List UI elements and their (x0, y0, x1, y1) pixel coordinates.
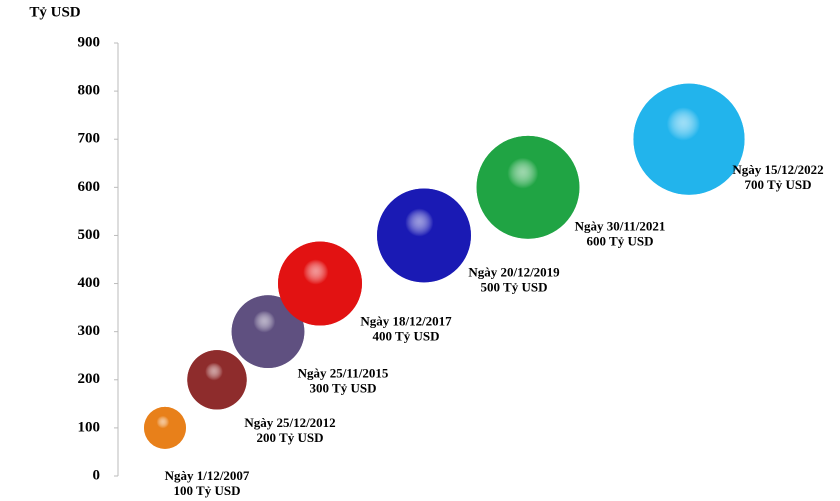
category-label: Ngày 25/11/2015 (298, 366, 389, 381)
y-tick-label: 900 (78, 34, 101, 50)
value-label: 600 Tỷ USD (587, 233, 654, 248)
bubble (377, 188, 471, 283)
y-tick-label: 600 (78, 179, 101, 195)
value-label: 700 Tỷ USD (745, 177, 812, 192)
category-label: Ngày 25/12/2012 (244, 415, 335, 430)
bubble (144, 406, 186, 449)
category-label: Ngày 30/11/2021 (575, 218, 666, 233)
y-tick-label: 100 (78, 419, 101, 435)
category-label: Ngày 15/12/2022 (732, 162, 823, 177)
y-tick-label: 400 (78, 275, 101, 291)
category-label: Ngày 20/12/2019 (468, 264, 560, 279)
value-label: 100 Tỷ USD (174, 483, 241, 498)
category-label: Ngày 1/12/2007 (165, 468, 250, 483)
value-label: 200 Tỷ USD (257, 430, 324, 445)
y-axis-label: Tỷ USD (29, 4, 80, 20)
y-tick-label: 0 (93, 467, 101, 483)
y-tick-label: 800 (78, 83, 101, 99)
y-tick-label: 300 (78, 323, 101, 339)
value-label: 300 Tỷ USD (310, 381, 377, 396)
bubble (476, 135, 580, 239)
bubble (278, 241, 362, 326)
y-tick-label: 500 (78, 227, 101, 243)
value-label: 500 Tỷ USD (481, 279, 548, 294)
y-tick-label: 200 (78, 371, 101, 387)
value-label: 400 Tỷ USD (373, 329, 440, 344)
bubble (187, 350, 247, 410)
bubble (633, 83, 745, 195)
y-tick-label: 700 (78, 131, 101, 147)
bubble (231, 295, 305, 369)
category-label: Ngày 18/12/2017 (360, 314, 452, 329)
